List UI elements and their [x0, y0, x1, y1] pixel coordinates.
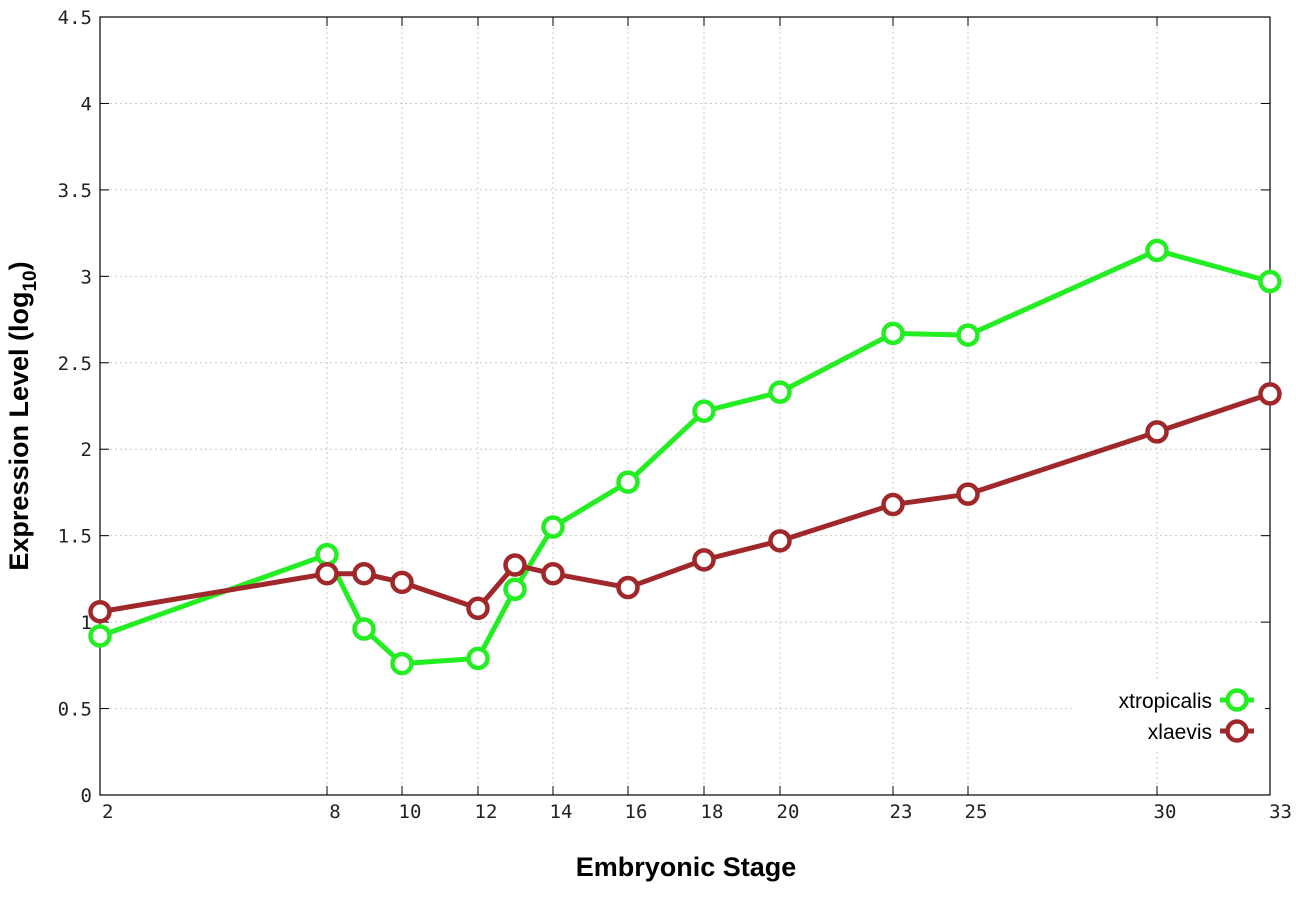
y-tick-label: 3 [81, 266, 92, 288]
y-tick-label: 2 [81, 439, 92, 461]
data-point [503, 553, 527, 577]
y-axis-title-subscript: 10 [20, 270, 41, 291]
data-point [881, 321, 905, 346]
data-point [768, 529, 792, 553]
data-point [88, 599, 112, 624]
grid-lines [100, 17, 1270, 795]
data-point [956, 482, 980, 506]
y-axis-title-close: ) [4, 261, 34, 270]
y-tick-label: 4.5 [58, 7, 92, 29]
x-tick-labels: 2 8 10 12 14 16 18 20 23 25 30 33 [102, 801, 1292, 823]
x-tick-label: 30 [1154, 801, 1177, 823]
y-tick-label: 1.5 [58, 526, 92, 548]
data-point [315, 542, 339, 567]
y-tick-label: 3.5 [58, 180, 92, 202]
data-point [390, 651, 414, 676]
x-tick-label: 2 [102, 801, 113, 823]
data-point [1145, 238, 1169, 263]
x-tick-label: 12 [475, 801, 498, 823]
data-point [1145, 420, 1169, 444]
legend-item: xtropicalis [1119, 688, 1254, 713]
data-point [466, 646, 490, 671]
series-layer [88, 238, 1282, 676]
x-axis-title: Embryonic Stage [576, 852, 797, 882]
x-tick-label: 23 [890, 801, 913, 823]
data-point [352, 617, 376, 641]
series-xlaevis [88, 382, 1282, 624]
data-point [390, 570, 414, 595]
y-tick-label: 2.5 [58, 353, 92, 375]
data-point [881, 492, 905, 517]
x-tick-label: 33 [1269, 801, 1292, 823]
y-axis-title: Expression Level (log10) [4, 261, 41, 570]
axis-ticks [99, 16, 1271, 796]
legend-label: xtropicalis [1119, 690, 1212, 713]
data-point [692, 548, 716, 572]
data-point [616, 575, 640, 600]
series-xtropicalis [88, 238, 1282, 676]
x-tick-label: 18 [701, 801, 724, 823]
series-line [99, 247, 1271, 667]
y-tick-label: 0 [81, 785, 92, 807]
legend-label: xlaevis [1148, 721, 1212, 744]
data-point [768, 380, 792, 404]
x-tick-label: 16 [625, 801, 648, 823]
data-point [466, 596, 490, 621]
legend-item: xlaevis [1148, 719, 1254, 744]
y-tick-label: 0.5 [58, 699, 92, 721]
data-point [503, 577, 527, 602]
x-tick-label: 14 [550, 801, 573, 823]
data-point [88, 624, 112, 648]
x-tick-label: 25 [965, 801, 988, 823]
data-point [315, 561, 339, 586]
data-point [616, 470, 640, 494]
y-axis-title-main: Expression Level (log [4, 292, 34, 571]
legend: xtropicalis xlaevis [1075, 680, 1265, 750]
plot-frame [99, 16, 1271, 796]
data-point [541, 515, 565, 539]
x-tick-label: 20 [777, 801, 800, 823]
data-point [956, 323, 980, 347]
data-point [541, 561, 565, 586]
x-tick-label: 8 [329, 801, 340, 823]
legend-marker [1225, 719, 1249, 743]
x-tick-label: 10 [399, 801, 422, 823]
data-point [1258, 382, 1282, 406]
y-tick-labels: 0 0.5 1 1.5 2 2.5 3 3.5 4 4.5 [58, 7, 92, 807]
data-point [352, 561, 376, 586]
data-point [1258, 269, 1282, 294]
data-point [692, 399, 716, 423]
y-tick-label: 4 [81, 93, 92, 115]
y-tick-label: 1 [81, 612, 92, 634]
legend-marker [1225, 688, 1249, 712]
